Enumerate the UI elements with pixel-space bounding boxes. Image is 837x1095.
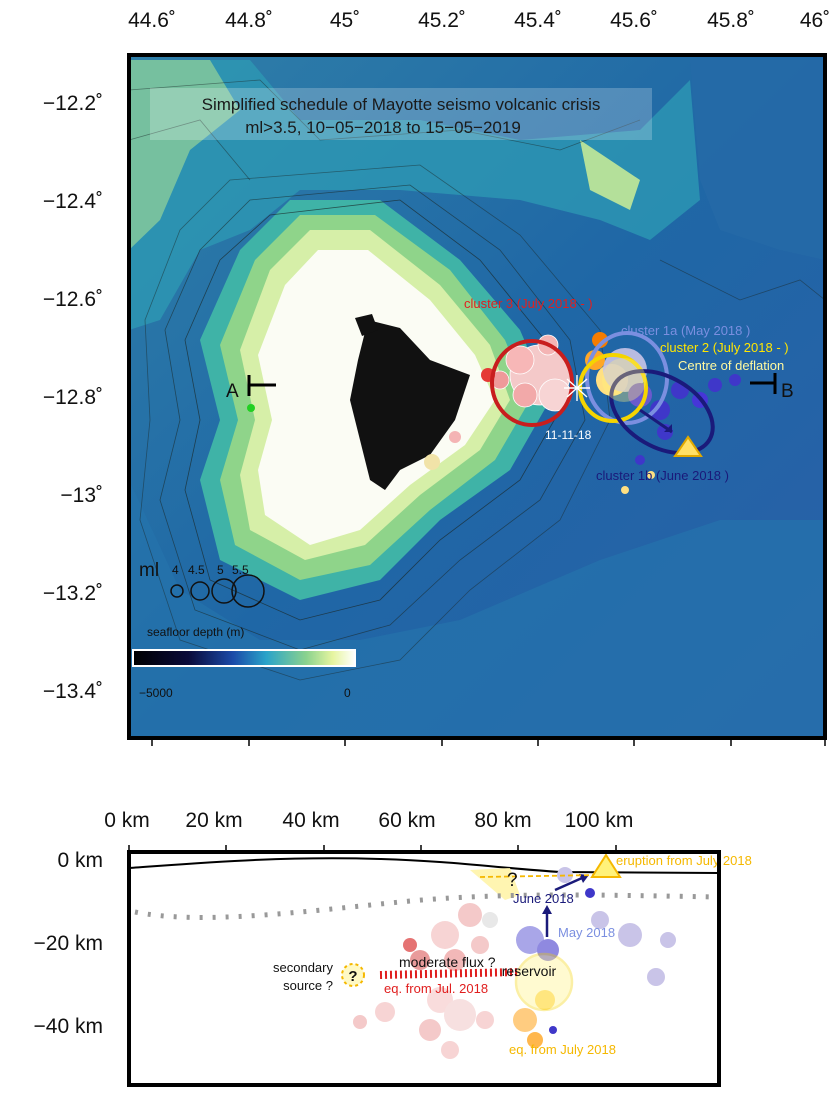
cluster-2-label: cluster 2 (July 2018 - ) [660,340,789,355]
may-label: May 2018 [558,925,615,940]
cluster-1b-label: cluster 1b (June 2018 ) [596,468,729,483]
seismic-events-section [353,867,676,1059]
ml-value-2: 4.5 [188,563,205,577]
depth-min-label: −5000 [139,686,173,700]
eruption-triangle-icon [590,853,622,878]
section-depth-axis: 0 km −20 km −40 km [34,849,103,1038]
depth-max-label: 0 [344,686,351,700]
section-frame [127,850,721,1087]
moderate-flux-label: moderate flux ? [399,954,496,970]
deflation-label: Centre of deflation [678,358,784,373]
depth-tick-label: 0 km [57,849,103,872]
question-label: ? [507,870,518,891]
lat-tick-label: −12.8˚ [43,386,103,409]
lon-tick-label: 45.2˚ [418,9,466,32]
lon-tick-label: 45.4˚ [514,9,562,32]
magnitude-legend: ml 4 4.5 5 5.5 [139,560,265,608]
map-lon-axis: 44.6˚ 44.8˚ 45˚ 45.2˚ 45.4˚ 45.6˚ 45.8˚ … [128,9,830,746]
lon-tick-label: 44.8˚ [225,9,273,32]
eruption-label: eruption from July 2018 [616,853,752,868]
secondary-source-circle [341,963,365,987]
cluster-1a-ellipse [585,331,669,425]
depth-colorbar: seafloor depth (m) −5000 0 [132,625,356,700]
map-title-line-2: ml>3.5, 10−05−2018 to 15−05−2019 [245,118,521,137]
migration-arrow-icon [639,408,673,434]
reservoir-label: reservoir [502,963,557,979]
cluster-1a-label: cluster 1a (May 2018 ) [621,323,750,338]
km-tick-label: 40 km [282,809,339,832]
lat-tick-label: −13.4˚ [43,680,103,703]
secondary-question: ? [348,968,357,985]
lat-tick-label: −13.2˚ [43,582,103,605]
depth-tick-label: −40 km [34,1015,103,1038]
secondary-label-2: source ? [283,978,333,993]
map-title-box [150,88,652,140]
ml-value-1: 4 [172,563,179,577]
moderate-flux-line [379,968,521,979]
section-distance-axis: 0 km 20 km 40 km 60 km 80 km 100 km [104,809,633,852]
lon-tick-label: 46˚ [800,9,830,32]
profile-marker-b: B [750,373,794,402]
km-tick-label: 20 km [185,809,242,832]
secondary-label-1: secondary [273,960,333,975]
seafloor-profile [129,857,719,874]
star-marker-icon [564,375,590,401]
ml-value-3: 5 [217,563,224,577]
km-tick-label: 100 km [565,809,634,832]
km-tick-label: 60 km [378,809,435,832]
map-lat-axis: −12.2˚ −12.4˚ −12.6˚ −12.8˚ −13˚ −13.2˚ … [43,92,103,703]
depth-colorbar-title: seafloor depth (m) [147,625,244,639]
eruption-triangle-icon [673,435,703,457]
ml-label: ml [139,560,159,581]
km-tick-label: 80 km [474,809,531,832]
lat-tick-label: −12.2˚ [43,92,103,115]
date-label: 11-11-18 [545,428,592,442]
profile-start-label: A [226,381,239,402]
eq-jul-label: eq. from Jul. 2018 [384,981,488,996]
km-tick-label: 0 km [104,809,150,832]
bathymetry-map: Simplified schedule of Mayotte seismo vo… [127,53,827,740]
lon-tick-label: 44.6˚ [128,9,176,32]
cluster-1b-ellipse [609,369,715,455]
lon-tick-label: 45.6˚ [610,9,658,32]
lat-tick-label: −12.4˚ [43,190,103,213]
lon-tick-label: 45.8˚ [707,9,755,32]
map-title-line-1: Simplified schedule of Mayotte seismo vo… [202,95,601,114]
lat-tick-label: −13˚ [60,484,103,507]
profile-marker-a: A [226,375,276,402]
lon-tick-label: 45˚ [330,9,360,32]
reservoir-circle [514,952,574,1012]
cross-section: eruption from July 2018 ? June 2018 May … [127,850,752,1087]
june-label: June 2018 [513,891,574,906]
profile-end-label: B [781,381,794,402]
lat-tick-label: −12.6˚ [43,288,103,311]
lateral-arrow-icon [554,876,583,892]
depth-tick-label: −20 km [34,932,103,955]
ml-value-4: 5.5 [232,563,249,577]
deflation-centre-marker [602,358,646,402]
map-frame [127,53,827,740]
moho-line [134,892,719,920]
eq-july-label: eq. from July 2018 [509,1042,616,1057]
cluster-3-label: cluster 3 (July 2018 - ) [464,296,593,311]
